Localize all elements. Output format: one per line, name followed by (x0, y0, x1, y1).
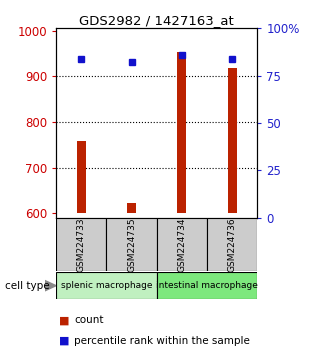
Bar (157, 218, 207, 271)
Bar (157, 272, 257, 299)
Text: percentile rank within the sample: percentile rank within the sample (74, 336, 250, 346)
Text: ■: ■ (59, 315, 69, 325)
Text: cell type: cell type (5, 281, 50, 291)
Text: GSM224734: GSM224734 (178, 217, 186, 272)
Text: GSM224733: GSM224733 (77, 217, 86, 272)
Bar (207, 218, 257, 271)
Bar (106, 218, 157, 271)
Bar (56, 272, 157, 299)
Text: intestinal macrophage: intestinal macrophage (156, 281, 258, 290)
Polygon shape (45, 280, 56, 291)
Text: GSM224735: GSM224735 (127, 217, 136, 272)
Bar (56, 218, 106, 271)
Bar (127, 202, 136, 213)
Bar (178, 52, 186, 213)
Title: GDS2982 / 1427163_at: GDS2982 / 1427163_at (80, 14, 234, 27)
Text: ■: ■ (59, 336, 69, 346)
Text: count: count (74, 315, 104, 325)
Text: splenic macrophage: splenic macrophage (61, 281, 152, 290)
Bar (77, 141, 86, 213)
Text: GSM224736: GSM224736 (228, 217, 237, 272)
Bar (228, 68, 237, 213)
